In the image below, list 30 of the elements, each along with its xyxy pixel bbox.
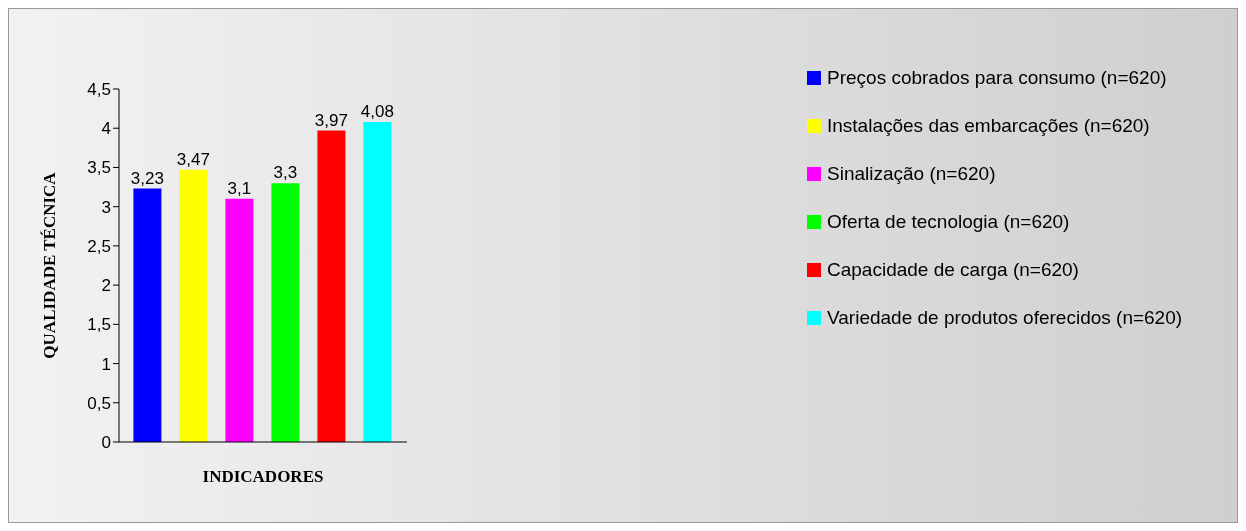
data-label: 4,08 — [360, 101, 394, 121]
y-tick-label: 3 — [101, 197, 111, 217]
data-label: 3,3 — [273, 163, 298, 183]
legend-label: Preços cobrados para consumo (n=620) — [827, 66, 1167, 90]
bar — [133, 188, 162, 442]
y-tick-label: 2 — [101, 276, 111, 296]
bar — [179, 169, 208, 442]
bar — [271, 183, 300, 442]
bar — [317, 130, 346, 442]
legend-label: Instalações das embarcações (n=620) — [827, 114, 1150, 138]
bar — [363, 121, 392, 442]
legend-label: Variedade de produtos oferecidos (n=620) — [827, 306, 1183, 330]
y-axis-title: QUALIDADE TÉCNICA — [40, 171, 60, 359]
data-label: 3,23 — [130, 168, 164, 188]
x-axis-title: INDICADORES — [202, 467, 324, 486]
y-tick-label: 1,5 — [87, 315, 111, 335]
data-label: 3,1 — [227, 178, 252, 198]
y-tick-label: 0,5 — [87, 393, 111, 413]
y-tick-label: 4 — [101, 119, 111, 139]
bar — [225, 198, 254, 442]
data-label: 3,47 — [176, 149, 210, 169]
legend-label: Capacidade de carga (n=620) — [827, 258, 1079, 282]
y-tick-label: 1 — [101, 354, 111, 374]
legend-label: Sinalização (n=620) — [827, 162, 996, 186]
y-tick-label: 3,5 — [87, 158, 111, 178]
data-label: 3,97 — [314, 110, 348, 130]
legend-label: Oferta de tecnologia (n=620) — [827, 210, 1070, 234]
y-tick-label: 2,5 — [87, 236, 111, 256]
y-tick-label: 0 — [101, 433, 111, 453]
y-tick-label: 4,5 — [87, 80, 111, 100]
